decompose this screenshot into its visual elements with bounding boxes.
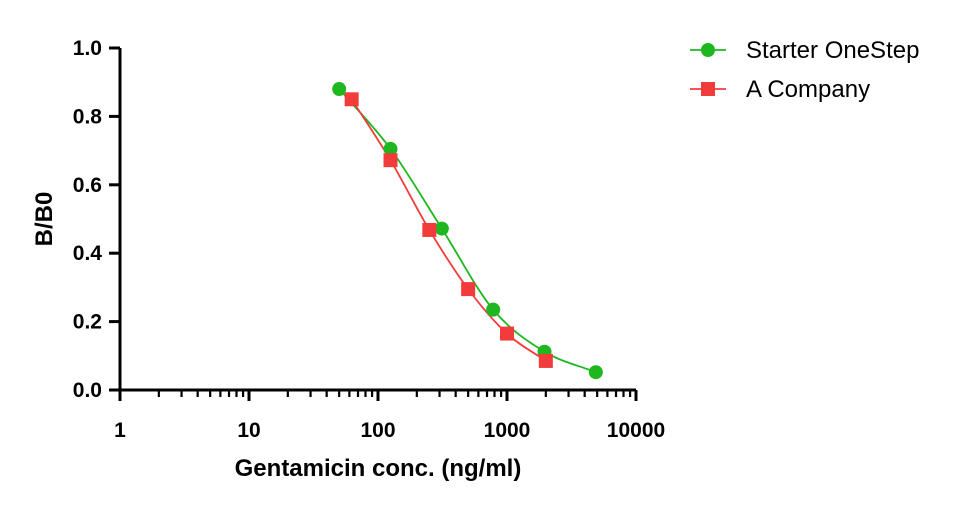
y-axis-title: B/B0 (31, 192, 58, 247)
y-tick-label: 0.2 (73, 311, 102, 334)
x-tick-label: 10000 (607, 419, 665, 442)
data-point-series-2 (538, 353, 553, 368)
data-point-series-1 (486, 302, 501, 317)
legend-marker-series-1 (701, 43, 715, 57)
data-point-series-2 (500, 326, 514, 341)
data-point-series-2 (383, 153, 398, 168)
x-tick-label: 1000 (484, 419, 531, 442)
y-tick-label: 0.4 (73, 242, 103, 265)
data-point-series-2 (461, 282, 476, 297)
y-tick-label: 0.8 (73, 105, 103, 128)
x-tick-label: 100 (360, 419, 395, 442)
x-tick-label: 10 (237, 419, 260, 442)
y-tick-label: 0.6 (73, 174, 102, 197)
data-point-series-2 (344, 92, 359, 107)
data-points (332, 82, 603, 380)
y-tick-label: 0.0 (73, 379, 102, 402)
data-point-series-2 (422, 222, 437, 237)
legend: Starter OneStep A Company (690, 37, 919, 103)
fit-curve-series-1 (338, 88, 597, 374)
y-axis-ticks: 0.0 0.2 0.4 0.6 0.8 1.0 (73, 37, 120, 402)
data-point-series-1 (588, 365, 603, 380)
data-point-series-1 (383, 141, 398, 156)
data-point-series-1 (332, 82, 347, 97)
axes (118, 48, 636, 392)
legend-marker-series-2 (701, 82, 715, 96)
fit-curve-series-2 (350, 98, 547, 362)
fit-curves (338, 88, 597, 374)
x-axis-ticks: 1 10 100 1000 10000 (114, 390, 665, 442)
data-point-series-1 (434, 221, 449, 236)
y-tick-label: 1.0 (73, 37, 102, 60)
x-tick-label: 1 (114, 419, 126, 442)
legend-label-series-1: Starter OneStep (746, 37, 919, 64)
legend-label-series-2: A Company (746, 76, 870, 103)
x-axis-title: Gentamicin conc. (ng/ml) (235, 455, 522, 482)
